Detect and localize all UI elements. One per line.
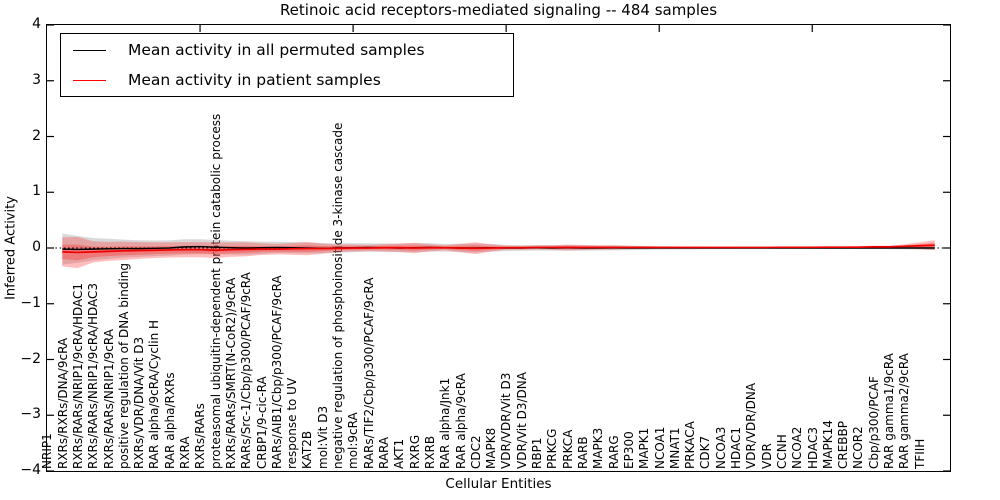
legend: Mean activity in all permuted samples Me… <box>60 33 514 97</box>
y-tick-label: 3 <box>32 71 41 88</box>
legend-label-patient: Mean activity in patient samples <box>128 71 381 89</box>
y-tick-label: −3 <box>20 406 41 423</box>
legend-item-permuted: Mean activity in all permuted samples <box>61 38 513 62</box>
band-patient-2std <box>62 236 935 269</box>
band-permuted-std <box>62 233 935 265</box>
plot-svg <box>47 25 950 471</box>
patient-line-swatch <box>73 79 106 81</box>
y-tick-label: −4 <box>20 462 41 478</box>
y-tick-label: −1 <box>20 294 41 311</box>
x-axis-label: Cellular Entities <box>445 476 552 492</box>
legend-label-permuted: Mean activity in all permuted samples <box>128 41 425 59</box>
chart-title: Retinoic acid receptors-mediated signali… <box>279 1 718 19</box>
permuted-line-swatch <box>73 49 106 51</box>
y-tick-label: 4 <box>32 16 41 32</box>
y-tick-label: 2 <box>32 127 41 144</box>
plot-area <box>46 24 951 472</box>
legend-item-patient: Mean activity in patient samples <box>61 68 513 92</box>
y-tick-label: −2 <box>20 350 41 367</box>
y-tick-label: 1 <box>32 183 41 200</box>
line-patient-mean <box>62 244 935 254</box>
y-tick-label: 0 <box>32 239 41 255</box>
